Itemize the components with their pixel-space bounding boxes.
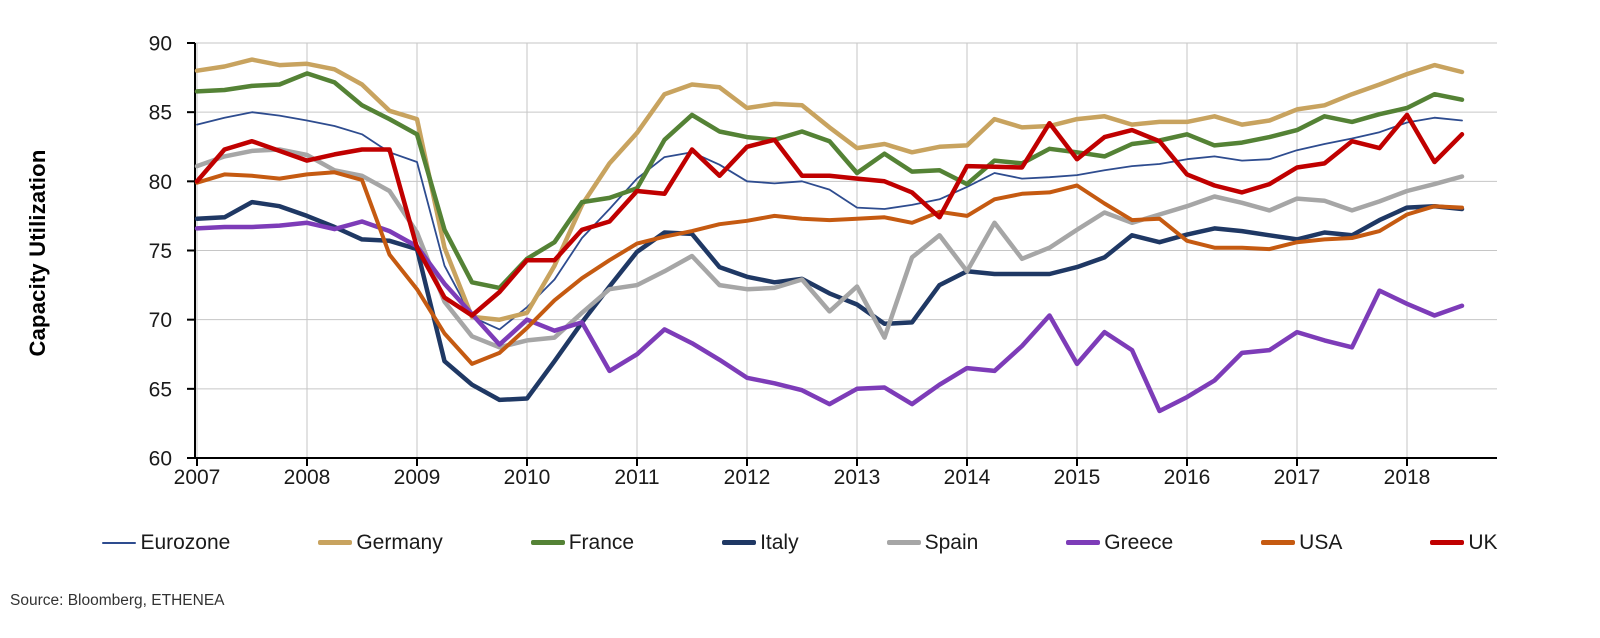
legend-item-italy: Italy xyxy=(722,532,799,553)
legend-label-france: France xyxy=(568,531,635,554)
x-tick-label-2010: 2010 xyxy=(504,466,551,489)
legend-swatch-france xyxy=(530,540,565,545)
series-line-germany xyxy=(194,57,1465,322)
legend-swatch-germany xyxy=(318,540,353,545)
legend-swatch-italy xyxy=(722,540,757,545)
legend-item-greece: Greece xyxy=(1066,532,1173,553)
legend-item-uk: UK xyxy=(1430,531,1498,554)
legend-label-germany: Germany xyxy=(356,531,443,554)
x-tick-label-2015: 2015 xyxy=(1054,466,1101,489)
legend-item-usa: USA xyxy=(1261,532,1342,553)
x-tick-label-2007: 2007 xyxy=(174,466,221,489)
series-line-france xyxy=(194,71,1465,291)
series-line-greece xyxy=(194,219,1465,414)
series-line-usa xyxy=(195,170,1464,366)
legend-item-eurozone: Eurozone xyxy=(102,532,230,553)
x-tick-label-2017: 2017 xyxy=(1274,466,1321,489)
legend-swatch-uk xyxy=(1430,540,1465,545)
legend-label-italy: Italy xyxy=(760,531,799,554)
y-tick-label-85: 85 xyxy=(149,102,172,125)
series-line-uk xyxy=(194,112,1465,318)
legend-label-uk: UK xyxy=(1468,531,1498,554)
legend-swatch-eurozone xyxy=(102,541,137,544)
legend: Eurozone Germany France Italy Spain Greece USA… xyxy=(0,532,1600,553)
legend-label-usa: USA xyxy=(1299,531,1343,554)
x-tick-label-2009: 2009 xyxy=(394,466,441,489)
x-tick-label-2008: 2008 xyxy=(284,466,331,489)
x-tick-label-2014: 2014 xyxy=(944,466,991,489)
legend-swatch-spain xyxy=(886,540,921,545)
legend-item-germany: Germany xyxy=(318,531,443,554)
legend-swatch-greece xyxy=(1066,540,1101,545)
series-line-eurozone xyxy=(196,111,1463,331)
legend-label-eurozone: Eurozone xyxy=(140,531,231,554)
x-tick-label-2011: 2011 xyxy=(614,466,659,489)
y-tick-label-70: 70 xyxy=(149,309,172,332)
y-tick-label-90: 90 xyxy=(149,33,172,56)
y-tick-label-60: 60 xyxy=(149,448,172,471)
legend-label-greece: Greece xyxy=(1104,531,1174,554)
x-tick-label-2018: 2018 xyxy=(1384,466,1431,489)
y-axis-title: Capacity Utilization xyxy=(25,149,50,357)
legend-label-spain: Spain xyxy=(924,531,979,554)
legend-swatch-usa xyxy=(1261,540,1296,545)
x-tick-label-2013: 2013 xyxy=(834,466,881,489)
y-tick-label-80: 80 xyxy=(149,171,172,194)
source-note: Source: Bloomberg, ETHENEA xyxy=(10,592,225,609)
y-tick-label-65: 65 xyxy=(149,378,172,401)
series-line-italy xyxy=(194,199,1465,403)
legend-item-france: France xyxy=(530,531,635,554)
y-tick-label-75: 75 xyxy=(149,240,172,263)
legend-item-spain: Spain xyxy=(886,531,979,554)
x-tick-label-2012: 2012 xyxy=(724,466,771,489)
x-tick-label-2016: 2016 xyxy=(1164,466,1211,489)
